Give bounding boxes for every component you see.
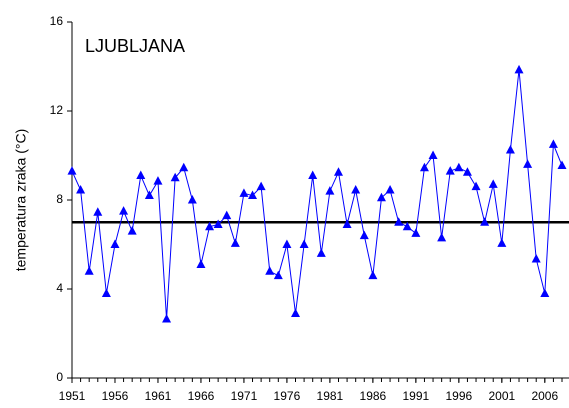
x-tick-label: 1996: [445, 389, 472, 403]
marker: [419, 162, 429, 172]
marker: [222, 210, 232, 220]
marker: [376, 192, 386, 202]
marker: [187, 195, 197, 204]
marker: [265, 266, 275, 275]
y-tick-label: 4: [56, 281, 63, 295]
marker: [153, 176, 163, 185]
marker: [488, 179, 498, 188]
marker: [351, 184, 361, 194]
y-axis-label: temperatura zraka (°C): [13, 129, 29, 272]
marker: [445, 166, 455, 175]
marker: [213, 219, 223, 228]
series-line: [71, 69, 563, 320]
x-tick-label: 1951: [59, 389, 86, 403]
marker: [385, 184, 395, 194]
marker: [333, 167, 343, 176]
marker: [514, 64, 524, 74]
marker: [557, 160, 567, 170]
marker: [299, 239, 309, 248]
x-tick-label: 1991: [403, 389, 430, 403]
marker: [170, 172, 180, 182]
marker: [462, 167, 472, 176]
marker: [359, 230, 369, 240]
marker: [144, 190, 154, 200]
x-tick-label: 1986: [360, 389, 387, 403]
x-tick-label: 1956: [102, 389, 129, 403]
y-tick-label: 16: [50, 14, 64, 28]
marker: [273, 270, 283, 280]
marker: [316, 248, 326, 257]
marker: [76, 184, 86, 194]
marker: [93, 207, 103, 216]
x-tick-label: 1981: [317, 389, 344, 403]
marker: [411, 228, 421, 237]
marker: [437, 232, 447, 242]
marker: [239, 188, 249, 197]
marker: [368, 270, 378, 280]
annotation: LJUBLJANA: [85, 36, 185, 56]
marker: [548, 139, 558, 148]
marker: [84, 266, 94, 275]
marker: [540, 288, 550, 297]
marker: [101, 288, 111, 297]
marker: [179, 162, 189, 172]
marker: [67, 166, 77, 175]
marker: [505, 144, 515, 154]
x-tick-label: 1966: [188, 389, 215, 403]
marker: [248, 190, 258, 200]
marker: [325, 186, 335, 195]
marker: [256, 181, 266, 191]
marker: [342, 219, 352, 228]
marker: [205, 221, 215, 231]
marker: [162, 314, 172, 323]
marker: [110, 239, 120, 248]
marker: [119, 206, 129, 215]
marker: [394, 217, 404, 226]
x-tick-label: 2006: [531, 389, 558, 403]
marker: [136, 170, 146, 180]
y-tick-label: 8: [56, 192, 63, 206]
marker: [454, 162, 464, 172]
x-tick-label: 2001: [488, 389, 515, 403]
marker: [196, 259, 206, 269]
marker: [428, 150, 438, 159]
marker: [308, 170, 318, 180]
y-tick-label: 12: [50, 103, 64, 117]
marker: [291, 308, 301, 317]
marker: [480, 217, 490, 226]
marker: [497, 238, 507, 247]
x-tick-label: 1976: [274, 389, 301, 403]
marker: [282, 239, 292, 248]
marker: [523, 159, 533, 168]
marker: [471, 181, 481, 191]
x-tick-label: 1971: [231, 389, 258, 403]
marker: [230, 238, 240, 247]
marker: [531, 253, 541, 263]
x-tick-label: 1961: [145, 389, 172, 403]
marker: [127, 226, 137, 235]
y-tick-label: 0: [56, 370, 63, 384]
marker: [402, 221, 412, 231]
